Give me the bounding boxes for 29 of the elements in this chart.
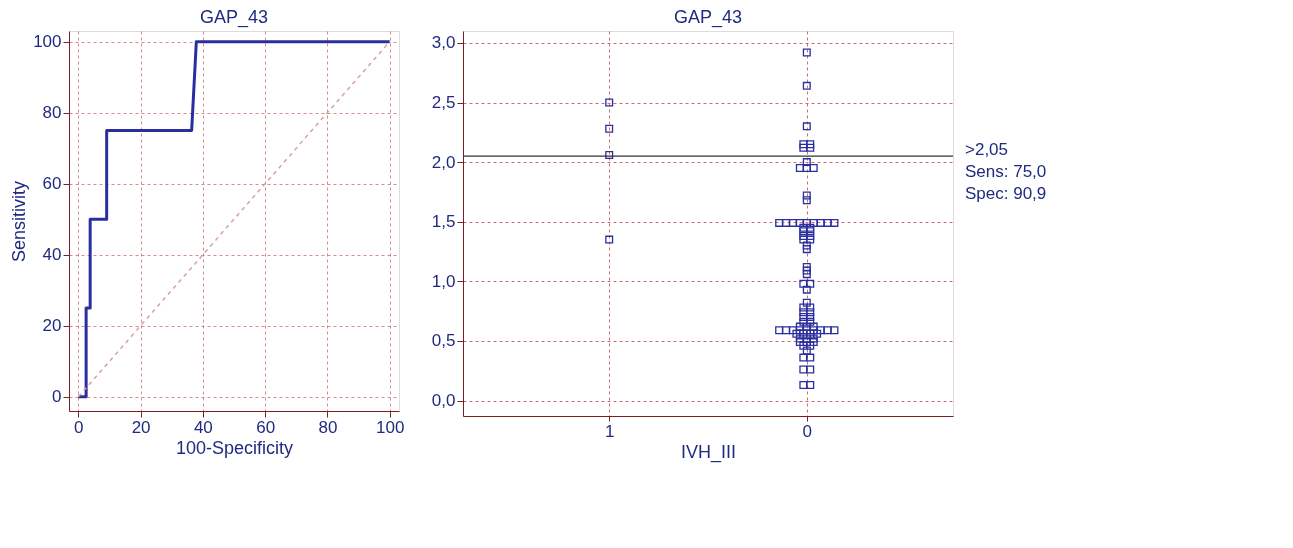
y-tick-label: 40 [42, 245, 62, 265]
text: Spec: 90,9 [965, 184, 1047, 204]
x-tick-label: 0 [802, 421, 813, 441]
y-tick-label: 0 [52, 387, 62, 407]
y-tick-label: 1,5 [431, 212, 456, 232]
y-tick-label: 100 [33, 32, 62, 52]
y-tick-label: 2,0 [431, 152, 456, 172]
x-axis-title: 100-Specificity [175, 437, 294, 458]
x-tick-label: 60 [256, 417, 276, 437]
y-tick-label: 3,0 [431, 33, 456, 53]
y-tick-label: 1,0 [431, 271, 456, 291]
x-tick-label: 1 [604, 421, 615, 441]
ref-line-label: >2,05 [965, 140, 1009, 160]
y-axis-title: Sensitivity [9, 180, 30, 263]
y-tick-label: 20 [42, 316, 62, 336]
y-tick-label: 60 [42, 174, 62, 194]
y-tick-label: 80 [42, 103, 62, 123]
x-axis-title: IVH_III [680, 441, 737, 463]
y-tick-label: 0,0 [431, 391, 456, 410]
chart-title: GAP_43 [199, 7, 269, 28]
x-tick-label: 100 [375, 417, 405, 437]
x-tick-label: 40 [193, 417, 213, 437]
y-tick-label: 2,5 [431, 93, 456, 113]
x-tick-label: 20 [131, 417, 151, 437]
y-tick-label: 0,5 [431, 331, 456, 351]
x-tick-label: 0 [74, 417, 84, 437]
chart-title: GAP_43 [673, 7, 743, 28]
text: Sens: 75,0 [965, 162, 1047, 182]
x-tick-label: 80 [318, 417, 338, 437]
